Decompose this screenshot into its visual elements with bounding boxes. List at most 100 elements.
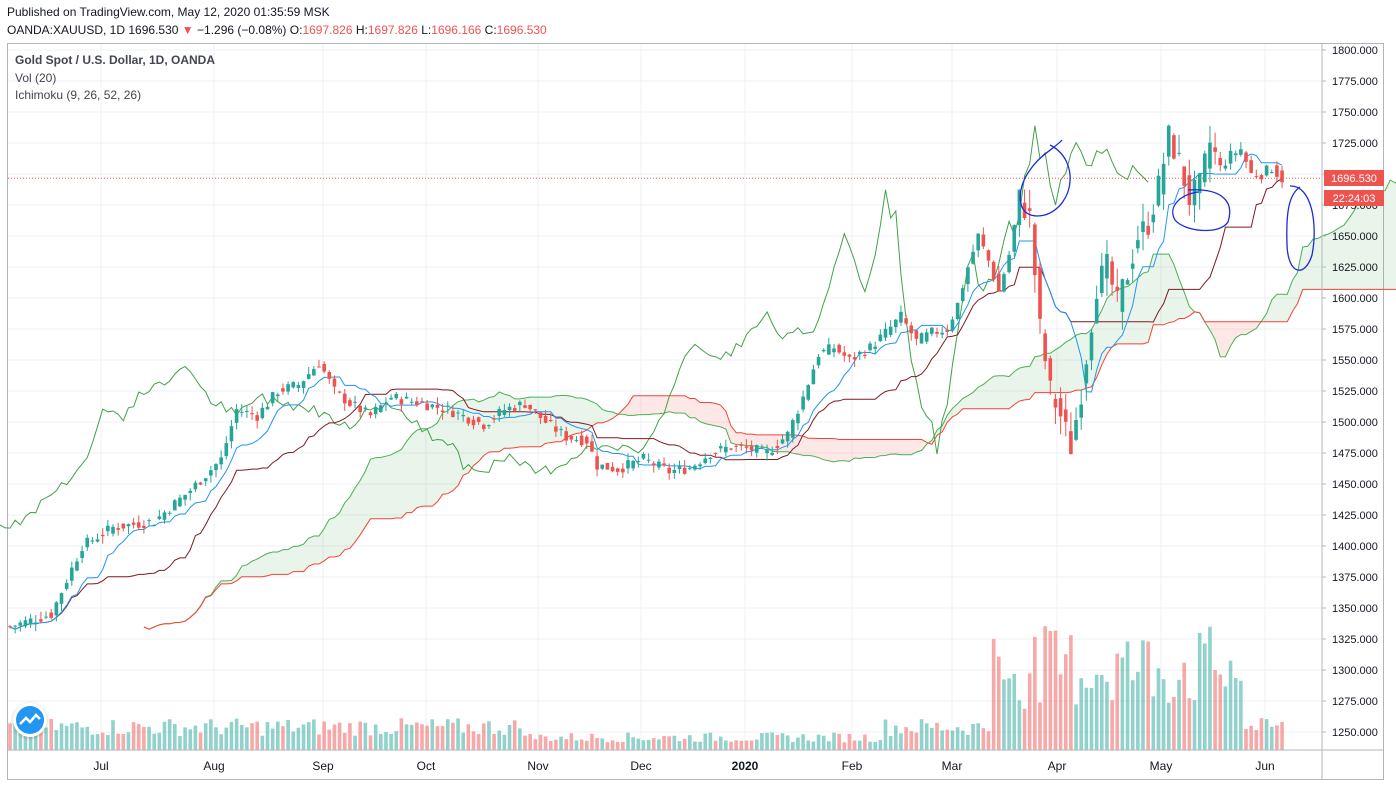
- volume-bar: [1161, 679, 1166, 750]
- candle-body: [193, 482, 198, 490]
- cloud-segment: [1271, 294, 1277, 322]
- candle-body: [1089, 332, 1094, 361]
- volume-bar: [579, 739, 584, 750]
- volume-bar: [595, 738, 599, 750]
- candle-body: [229, 426, 234, 442]
- senkou-span-b: [143, 288, 1396, 630]
- volume-bar: [713, 740, 718, 750]
- volume-bar: [533, 739, 538, 750]
- cloud-segment: [1148, 254, 1154, 343]
- volume-bar: [512, 720, 517, 750]
- cloud-segment: [586, 399, 592, 431]
- volume-bar: [1058, 674, 1063, 750]
- candle-body: [1063, 409, 1068, 422]
- volume-bar: [950, 730, 955, 750]
- x-tick-label: Jul: [93, 759, 108, 773]
- cloud-segment: [967, 392, 974, 409]
- volume-legend[interactable]: Vol (20): [15, 71, 57, 85]
- volume-bar: [8, 723, 12, 750]
- countdown-tag: 22:24:03: [1333, 193, 1376, 205]
- cloud-segment: [612, 411, 618, 419]
- cloud-segment: [514, 398, 520, 448]
- cloud-segment: [241, 564, 247, 577]
- candle-body: [317, 366, 321, 368]
- cloud-segment: [396, 449, 402, 518]
- candle-body: [780, 439, 785, 444]
- volume-bar: [852, 740, 857, 750]
- volume-bar: [615, 741, 620, 750]
- candle-body: [476, 417, 481, 423]
- candle-body: [1269, 172, 1274, 174]
- volume-bar: [23, 731, 28, 750]
- high-value: 1697.826: [367, 23, 418, 37]
- cloud-segment: [1163, 254, 1169, 325]
- candle-body: [265, 406, 270, 410]
- candle-body: [420, 401, 424, 403]
- cloud-segment: [1385, 180, 1391, 290]
- cloud-segment: [478, 400, 484, 462]
- candle-body: [178, 497, 182, 507]
- candle-body: [384, 403, 388, 405]
- candle-body: [718, 446, 723, 449]
- cloud-segment: [221, 580, 227, 584]
- candle-body: [621, 468, 625, 473]
- volume-bar: [28, 724, 33, 750]
- cloud-segment: [725, 411, 731, 443]
- candle-body: [1027, 208, 1032, 211]
- volume-bar: [724, 740, 728, 750]
- chart-frame[interactable]: [7, 43, 1384, 780]
- cloud-segment: [252, 559, 258, 577]
- candle-body: [1166, 125, 1171, 157]
- volume-bar: [518, 728, 522, 750]
- ichimoku-legend[interactable]: Ichimoku (9, 26, 52, 26): [15, 88, 142, 102]
- volume-bar: [729, 741, 733, 750]
- cloud-segment: [1292, 272, 1298, 312]
- candle-body: [312, 369, 316, 376]
- volume-bar: [1218, 674, 1223, 750]
- candle-body: [1223, 165, 1228, 169]
- candle-body: [1012, 225, 1017, 252]
- cloud-segment: [272, 551, 278, 575]
- candle-body: [296, 384, 301, 389]
- volume-bar: [456, 718, 460, 750]
- candle-body: [827, 344, 831, 355]
- candle-body: [1079, 404, 1083, 418]
- cloud-segment: [1034, 355, 1040, 393]
- volume-bar: [394, 731, 399, 750]
- cloud-segment: [375, 457, 381, 519]
- candle-body: [894, 319, 898, 328]
- cloud-segment: [1137, 273, 1143, 344]
- candle-body: [1156, 175, 1161, 206]
- candle-body: [554, 426, 558, 432]
- candle-body: [739, 444, 744, 446]
- candle-body: [64, 583, 69, 589]
- volume-bar: [173, 724, 177, 750]
- cloud-segment: [226, 580, 232, 584]
- candle-body: [497, 408, 502, 416]
- volume-bar: [924, 723, 929, 750]
- y-tick-label: 1325.000: [1332, 634, 1378, 646]
- candle-body: [1151, 214, 1156, 223]
- volume-bar: [842, 742, 847, 750]
- tradingview-logo[interactable]: [13, 703, 47, 737]
- cloud-segment: [679, 395, 685, 414]
- volume-bar: [873, 741, 877, 750]
- cloud-segment: [1024, 366, 1030, 400]
- candle-body: [224, 443, 229, 457]
- candle-body: [1053, 398, 1058, 408]
- candle-body: [801, 396, 805, 410]
- volume-bar: [193, 725, 198, 750]
- candle-body: [49, 612, 53, 618]
- cloud-segment: [1184, 292, 1190, 319]
- candle-body: [595, 456, 599, 470]
- cloud-segment: [792, 434, 798, 455]
- cloud-segment: [1096, 310, 1102, 378]
- candle-body: [631, 460, 635, 469]
- volume-bar: [178, 735, 182, 750]
- volume-bar: [219, 734, 223, 750]
- cloud-segment: [993, 375, 999, 409]
- candle-body: [610, 466, 615, 472]
- cloud-segment: [828, 438, 834, 462]
- cloud-segment: [504, 394, 510, 449]
